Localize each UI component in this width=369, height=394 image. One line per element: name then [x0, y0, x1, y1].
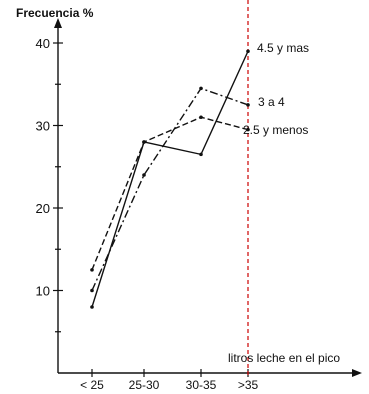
series-label: 4.5 y mas [257, 41, 309, 55]
y-axis-arrow [54, 18, 62, 28]
series-point [142, 173, 146, 177]
x-axis-arrow [352, 369, 362, 377]
series-group: 4.5 y mas 3 a 4 2.5 y menos [90, 41, 309, 309]
x-tick-label: >35 [238, 378, 259, 392]
series-point [246, 127, 250, 132]
y-tick-label: 20 [36, 201, 50, 216]
y-axis-label: Frecuencia % [16, 6, 94, 20]
y-tick-label: 10 [36, 284, 50, 299]
series-label: 2.5 y menos [243, 123, 308, 137]
series-point [90, 288, 94, 293]
series-point [199, 115, 203, 120]
x-tick-label: 25-30 [129, 378, 160, 392]
series-point [199, 152, 203, 157]
series-point [246, 103, 250, 107]
series-point [90, 305, 94, 309]
series-point [246, 49, 250, 54]
series-point [90, 268, 94, 272]
x-axis-label: litros leche en el pico [228, 351, 340, 365]
series-label: 3 a 4 [258, 95, 285, 109]
series-line [91, 50, 249, 308]
series-point [142, 140, 146, 144]
x-tick-label: 30-35 [186, 378, 217, 392]
series-line [91, 87, 249, 291]
axes [54, 18, 362, 377]
y-tick-label: 40 [36, 36, 50, 51]
y-tick-label: 30 [36, 119, 50, 134]
x-tick-label: < 25 [80, 378, 104, 392]
y-ticks: 10 20 30 40 [36, 36, 63, 333]
series-point [199, 86, 203, 91]
x-ticks: < 25 25-30 30-35 >35 [80, 369, 259, 392]
series-line [91, 116, 249, 271]
